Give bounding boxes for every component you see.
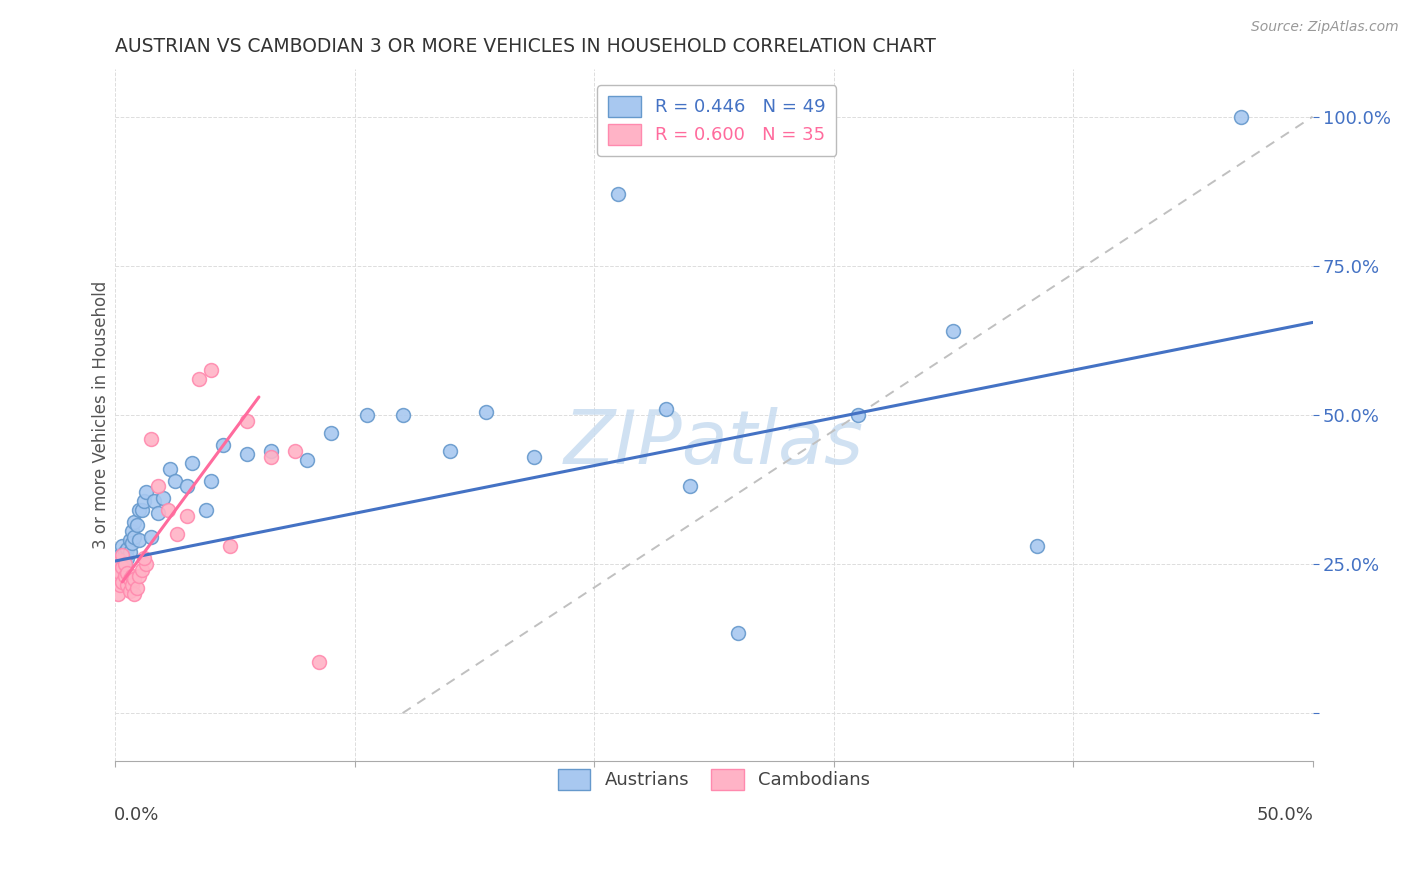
Legend: Austrians, Cambodians: Austrians, Cambodians xyxy=(551,762,877,797)
Point xyxy=(260,443,283,458)
Point xyxy=(846,408,869,422)
Point xyxy=(212,438,235,452)
Point xyxy=(111,539,134,553)
Point xyxy=(152,491,174,506)
Point xyxy=(121,569,143,583)
Point xyxy=(295,452,318,467)
Point xyxy=(942,325,965,339)
Point xyxy=(165,474,187,488)
Point xyxy=(115,566,138,580)
Point xyxy=(607,187,630,202)
Text: 50.0%: 50.0% xyxy=(1257,805,1313,824)
Point xyxy=(132,551,155,566)
Point xyxy=(439,443,461,458)
Point xyxy=(108,548,131,562)
Text: Source: ZipAtlas.com: Source: ZipAtlas.com xyxy=(1251,20,1399,34)
Point xyxy=(108,554,131,568)
Point xyxy=(219,539,242,553)
Point xyxy=(118,533,141,548)
Point xyxy=(176,479,198,493)
Point xyxy=(114,569,136,583)
Point xyxy=(124,515,146,529)
Point xyxy=(148,506,170,520)
Point xyxy=(118,545,141,559)
Point xyxy=(115,542,138,557)
Point xyxy=(200,363,222,377)
Point xyxy=(159,461,181,475)
Point xyxy=(118,583,141,598)
Point xyxy=(125,518,148,533)
Point xyxy=(131,563,153,577)
Point xyxy=(308,656,330,670)
Point xyxy=(121,524,143,539)
Point xyxy=(125,581,148,595)
Point xyxy=(284,443,307,458)
Point xyxy=(132,494,155,508)
Point xyxy=(107,551,129,566)
Point xyxy=(108,560,131,574)
Point xyxy=(139,432,162,446)
Point xyxy=(107,563,129,577)
Text: 0.0%: 0.0% xyxy=(114,805,159,824)
Point xyxy=(124,572,146,586)
Point xyxy=(139,530,162,544)
Text: ZIPatlas: ZIPatlas xyxy=(564,407,863,479)
Point xyxy=(135,557,157,571)
Point xyxy=(727,625,749,640)
Point xyxy=(121,578,143,592)
Point xyxy=(111,574,134,589)
Point xyxy=(260,450,283,464)
Point xyxy=(475,405,498,419)
Point xyxy=(319,425,342,440)
Point xyxy=(356,408,378,422)
Point xyxy=(1229,110,1251,124)
Y-axis label: 3 or more Vehicles in Household: 3 or more Vehicles in Household xyxy=(93,281,110,549)
Point xyxy=(166,527,188,541)
Point xyxy=(391,408,413,422)
Point xyxy=(679,479,702,493)
Point xyxy=(188,372,211,386)
Point xyxy=(135,485,157,500)
Point xyxy=(156,503,179,517)
Point xyxy=(114,545,136,559)
Point xyxy=(124,530,146,544)
Point xyxy=(114,557,136,571)
Point xyxy=(236,414,259,428)
Point xyxy=(107,587,129,601)
Point xyxy=(180,456,202,470)
Text: AUSTRIAN VS CAMBODIAN 3 OR MORE VEHICLES IN HOUSEHOLD CORRELATION CHART: AUSTRIAN VS CAMBODIAN 3 OR MORE VEHICLES… xyxy=(115,37,936,56)
Point xyxy=(523,450,546,464)
Point xyxy=(118,572,141,586)
Point xyxy=(128,569,150,583)
Point xyxy=(131,503,153,517)
Point xyxy=(111,554,134,568)
Point xyxy=(195,503,218,517)
Point xyxy=(115,578,138,592)
Point xyxy=(111,560,134,574)
Point xyxy=(108,578,131,592)
Point xyxy=(655,401,678,416)
Point xyxy=(128,533,150,548)
Point xyxy=(148,479,170,493)
Point xyxy=(176,509,198,524)
Point xyxy=(111,548,134,562)
Point xyxy=(236,447,259,461)
Point xyxy=(115,551,138,566)
Point xyxy=(128,503,150,517)
Point xyxy=(1026,539,1049,553)
Point xyxy=(114,557,136,571)
Point xyxy=(121,536,143,550)
Point xyxy=(124,587,146,601)
Point xyxy=(200,474,222,488)
Point xyxy=(108,566,131,580)
Point xyxy=(142,494,165,508)
